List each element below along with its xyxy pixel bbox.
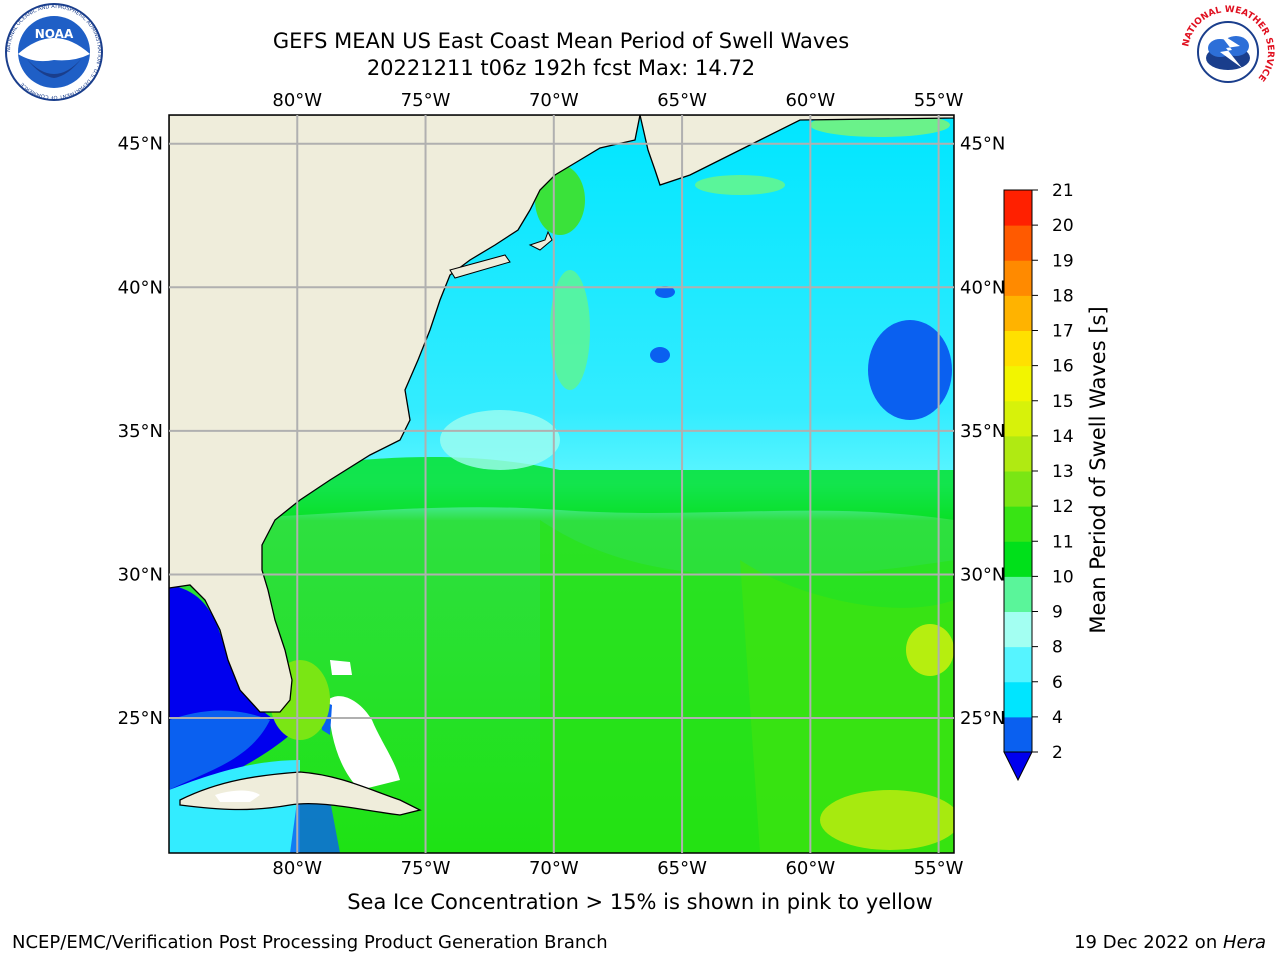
- colorbar-segment: [1004, 646, 1032, 683]
- lat-label-left: 30°N: [118, 564, 163, 585]
- colorbar-segment: [1004, 400, 1032, 437]
- colorbar-segment: [1004, 225, 1032, 261]
- sea-ice-note: Sea Ice Concentration > 15% is shown in …: [347, 890, 933, 914]
- lat-label-left: 45°N: [118, 134, 163, 155]
- run-date-text: 19 Dec 2022 on: [1074, 932, 1223, 953]
- map-frame: [168, 114, 955, 854]
- colorbar-tick-label: 8: [1052, 638, 1063, 658]
- colorbar-segment: [1004, 295, 1032, 331]
- colorbar-segment: [1004, 435, 1032, 472]
- colorbar-segment: [1004, 576, 1032, 612]
- colorbar-tick-label: 18: [1052, 286, 1074, 306]
- colorbar-tick-label: 4: [1052, 708, 1063, 728]
- lon-label-top: 65°W: [657, 90, 707, 111]
- colorbar-tick-label: 17: [1052, 322, 1074, 342]
- lon-label-bottom: 80°W: [272, 858, 322, 879]
- lon-label-top: 75°W: [401, 90, 451, 111]
- colorbar-segment: [1004, 260, 1032, 296]
- colorbar-segment: [1004, 330, 1032, 367]
- colorbar-label: Mean Period of Swell Waves [s]: [1086, 306, 1110, 633]
- colorbar-segment: [1004, 190, 1032, 226]
- producer-credit: NCEP/EMC/Verification Post Processing Pr…: [12, 932, 608, 953]
- lon-label-bottom: 60°W: [785, 858, 835, 879]
- latitude-labels: 45°N 45°N 40°N 40°N 35°N 35°N 30°N 30°N 25°N 25°N: [118, 134, 1006, 729]
- nws-logo: NATIONAL WEATHER SERVICE: [1180, 4, 1276, 100]
- lat-label-left: 25°N: [118, 708, 163, 729]
- longitude-labels: 80°W 80°W 75°W 75°W 70°W 70°W 65°W 65°W 60°W 60°W…: [272, 90, 963, 879]
- lat-label-right: 30°N: [960, 564, 1005, 585]
- colorbar-tick-label: 21: [1052, 181, 1074, 201]
- colorbar-segment: [1004, 681, 1032, 718]
- chart-title: GEFS MEAN US East Coast Mean Period of S…: [272, 29, 850, 53]
- colorbar-tick-label: 11: [1052, 532, 1074, 552]
- lon-label-bottom: 70°W: [529, 858, 579, 879]
- lon-label-top: 70°W: [529, 90, 579, 111]
- colorbar-tick-label: 10: [1052, 567, 1074, 587]
- colorbar-segment: [1004, 365, 1032, 402]
- noaa-logo-text: NOAA: [35, 27, 74, 41]
- colorbar-tick-label: 20: [1052, 216, 1074, 236]
- colorbar-tick-label: 12: [1052, 497, 1074, 517]
- lat-label-right: 25°N: [960, 708, 1005, 729]
- colorbar-tick-label: 2: [1052, 743, 1063, 763]
- lat-label-right: 35°N: [960, 421, 1005, 442]
- colorbar-extend-arrow: [1003, 751, 1033, 782]
- colorbar-tick-label: 15: [1052, 392, 1074, 412]
- colorbar-segment: [1004, 541, 1032, 577]
- colorbar-tick-label: 16: [1052, 357, 1074, 377]
- lon-label-top: 80°W: [272, 90, 322, 111]
- lon-label-top: 60°W: [785, 90, 835, 111]
- graticule: [169, 115, 954, 853]
- lon-label-bottom: 75°W: [401, 858, 451, 879]
- colorbar-segment: [1004, 611, 1032, 648]
- colorbar: 2 4 6 8 9 10 11 12 13 14 15 16 17 18 19 20 21: [1003, 181, 1074, 782]
- lat-label-right: 45°N: [960, 134, 1005, 155]
- colorbar-tick-label: 19: [1052, 251, 1074, 271]
- run-date: 19 Dec 2022 on Hera: [1074, 932, 1266, 953]
- colorbar-segment: [1004, 506, 1032, 542]
- colorbar-segment: [1004, 716, 1032, 753]
- machine-name: Hera: [1222, 932, 1266, 953]
- lon-label-bottom: 65°W: [657, 858, 707, 879]
- colorbar-tick-label: 6: [1052, 673, 1063, 693]
- colorbar-tick-label: 13: [1052, 462, 1074, 482]
- chart-subtitle: 20221211 t06z 192h fcst Max: 14.72: [366, 56, 756, 80]
- map-plot-area: [169, 115, 954, 853]
- colorbar-tick-label: 9: [1052, 603, 1063, 623]
- lon-label-top: 55°W: [914, 90, 964, 111]
- noaa-logo: NATIONAL OCEANIC AND ATMOSPHERIC ADMINIS…: [5, 3, 103, 101]
- lat-label-left: 35°N: [118, 421, 163, 442]
- colorbar-tick-label: 14: [1052, 427, 1074, 447]
- lat-label-left: 40°N: [118, 277, 163, 298]
- lon-label-bottom: 55°W: [914, 858, 964, 879]
- lat-label-right: 40°N: [960, 277, 1005, 298]
- colorbar-segment: [1004, 471, 1032, 507]
